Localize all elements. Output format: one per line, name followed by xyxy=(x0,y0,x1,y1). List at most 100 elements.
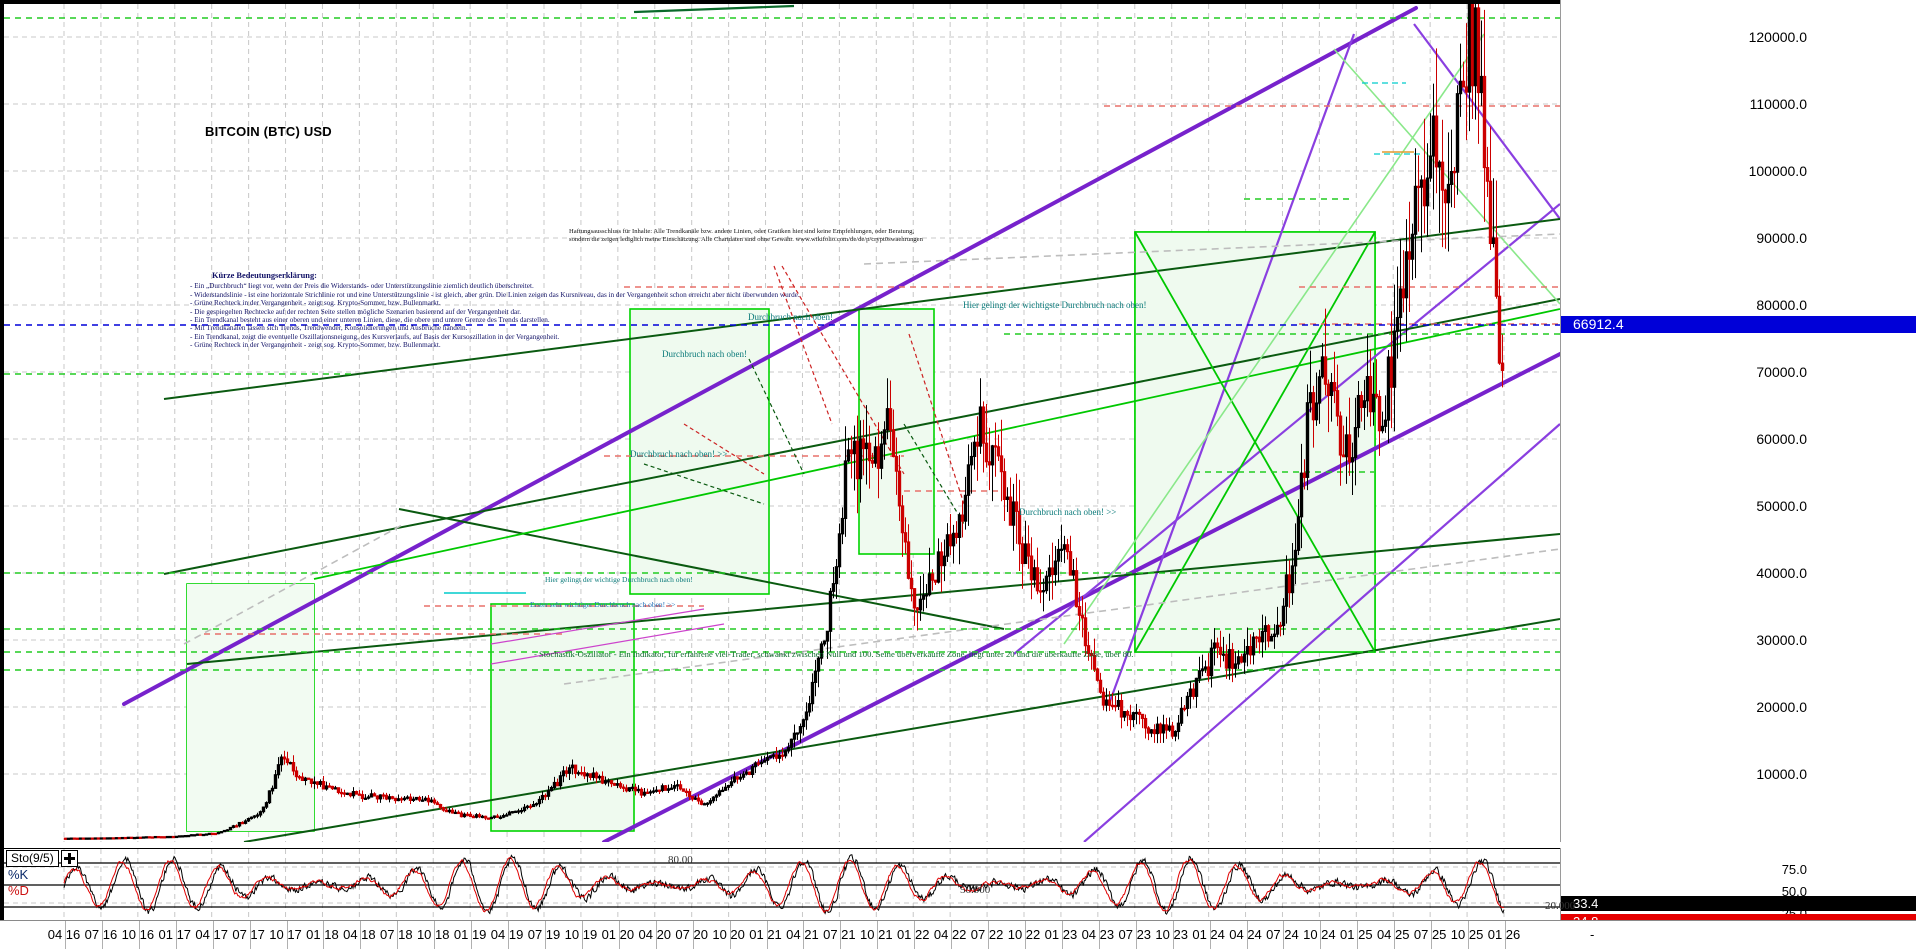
annotation-breakout-2: Durchbruch nach oben! xyxy=(662,349,747,359)
date-tick-10-25: 10 25 xyxy=(1450,927,1484,942)
date-tick-01-20: 01 20 xyxy=(601,927,635,942)
date-tick-divider xyxy=(138,921,140,949)
date-tick-divider xyxy=(286,921,288,949)
date-tick-04-16: 04 16 xyxy=(47,927,81,942)
date-tick-divider xyxy=(1283,921,1285,949)
date-tick-10-19: 10 19 xyxy=(564,927,598,942)
indicator-k-label: %K xyxy=(8,867,29,882)
y-tick-40000: 40000.0 xyxy=(1756,565,1807,581)
disclaimer-text: Haftungsausschluss für Inhalte: Alle Tre… xyxy=(569,228,923,243)
date-tick-04-18: 04 18 xyxy=(343,927,376,942)
date-tick-10-23: 10 23 xyxy=(1155,927,1188,942)
annotation-major-breakout: Hier gelingt der wichtigste Durchbruch n… xyxy=(963,300,1147,310)
ind-tick-50: 50.0 xyxy=(1781,884,1807,899)
date-tick-07-25: 07 25 xyxy=(1413,927,1447,942)
annotation-breakout-4: Durchbruch nach oben! >> xyxy=(1019,507,1117,517)
date-tick-01-18: 01 18 xyxy=(306,927,339,942)
date-tick-04-23: 04 23 xyxy=(1081,927,1115,942)
date-tick-10-20: 10 20 xyxy=(712,927,745,942)
indicator-name-label[interactable]: Sto(9/5) xyxy=(6,850,59,867)
annotation-breakout-3: Durchbruch nach oben! >> xyxy=(630,449,728,459)
date-tick-divider xyxy=(1098,921,1100,949)
left-border xyxy=(0,0,4,948)
expand-indicator-button[interactable] xyxy=(61,850,78,867)
legend-line-1: - Widerstandslinie - ist eine horizontal… xyxy=(190,290,800,299)
date-tick-divider xyxy=(101,921,103,949)
y-tick-60000: 60000.0 xyxy=(1756,431,1807,447)
date-tick-divider xyxy=(951,921,953,949)
date-tick-divider xyxy=(1320,921,1322,949)
date-tick-divider xyxy=(692,921,694,949)
stochastic-axis[interactable]: 75.0 50.0 25.0 33.4 24.8 xyxy=(1560,848,1916,929)
date-tick-04-25: 04 25 xyxy=(1376,927,1410,942)
date-tick-07-24: 07 24 xyxy=(1266,927,1299,942)
legend-line-6: - Ein Trendkanal, zeigt die eventuelle O… xyxy=(190,332,560,341)
y-tick-70000: 70000.0 xyxy=(1756,364,1807,380)
date-tick-divider xyxy=(397,921,399,949)
stochastic-indicator-panel[interactable]: Sto(9/5) %K %D xyxy=(4,848,1560,921)
disclaimer-line-1: sondern die zeigen lediglich meine Einsc… xyxy=(569,235,923,243)
date-tick-divider xyxy=(545,921,546,949)
date-tick-07-20: 07 20 xyxy=(675,927,708,942)
date-tick-divider xyxy=(1505,921,1506,949)
date-tick-10-18: 10 18 xyxy=(416,927,450,942)
price-chart-panel[interactable]: BITCOIN (BTC) USD Haftungsausschluss für… xyxy=(4,4,1560,842)
date-tick-07-16: 07 16 xyxy=(84,927,118,942)
current-price-badge: 66912.4 xyxy=(1561,316,1916,333)
date-tick-01-21: 01 21 xyxy=(749,927,782,942)
y-tick-50000: 50000.0 xyxy=(1756,498,1807,514)
annotation-important-breakout: Hier gelingt der wichtige Durchbruch nac… xyxy=(545,575,693,584)
date-tick-07-23: 07 23 xyxy=(1118,927,1152,942)
indicator-level-20: 20.000 xyxy=(1545,900,1576,912)
date-tick-10-21: 10 21 xyxy=(860,927,893,942)
date-tick-01-19: 01 19 xyxy=(453,927,487,942)
date-tick-04-21: 04 21 xyxy=(786,927,819,942)
date-tick-04-17: 04 17 xyxy=(195,927,228,942)
date-tick-divider xyxy=(581,921,583,949)
date-tick-divider xyxy=(655,921,657,949)
y-tick-110000: 110000.0 xyxy=(1749,96,1807,112)
legend-line-5: - Mit Trendkanälen lassen sich Trends, T… xyxy=(190,324,468,333)
date-tick-07-19: 07 19 xyxy=(527,927,561,942)
date-tick-divider xyxy=(1061,921,1063,949)
date-tick-divider xyxy=(618,921,620,949)
date-tick-04-20: 04 20 xyxy=(638,927,672,942)
legend-line-2: - Grüne Rechteck in der Vergangenheit - … xyxy=(190,299,441,308)
price-chart-canvas xyxy=(4,4,1560,842)
y-tick-20000: 20000.0 xyxy=(1756,699,1807,715)
indicator-d-label: %D xyxy=(8,883,29,898)
date-tick-divider xyxy=(434,921,436,949)
indicator-level-80: 80.00 xyxy=(668,854,693,866)
date-tick-divider xyxy=(249,921,251,949)
date-tick-divider xyxy=(212,921,214,949)
date-tick-07-18: 07 18 xyxy=(380,927,413,942)
ind-value-k: 33.4 xyxy=(1561,896,1916,911)
date-tick-divider xyxy=(1246,921,1248,949)
date-tick-divider xyxy=(1135,921,1137,949)
y-tick-80000: 80000.0 xyxy=(1756,297,1807,313)
date-tick-10-22: 10 22 xyxy=(1007,927,1041,942)
date-tick-divider xyxy=(729,921,731,949)
date-tick-01-17: 01 17 xyxy=(158,927,192,942)
date-tick-divider xyxy=(1431,921,1433,949)
y-tick-120000: 120000.0 xyxy=(1748,29,1807,45)
date-axis[interactable]: 04 16 07 16 10 16 01 17 04 17 07 17 10 17 01 18… xyxy=(0,920,1916,949)
date-tick-divider xyxy=(1209,921,1211,949)
legend-explanation-panel: Kürze Bedeutungserklärung: - Ein „Durchb… xyxy=(190,271,800,350)
date-tick-10-24: 10 24 xyxy=(1303,927,1336,942)
date-tick-07-17: 07 17 xyxy=(232,927,265,942)
date-tick-01-25: 01 25 xyxy=(1340,927,1373,942)
y-tick-100000: 100000.0 xyxy=(1748,163,1807,179)
annotation-breakout-1: Durchbruch nach oben! xyxy=(748,312,833,322)
price-axis[interactable]: 120000.0 110000.0 100000.0 90000.0 80000… xyxy=(1560,0,1916,842)
legend-line-3: - Die gespiegelten Rechtecke auf der rec… xyxy=(190,307,522,316)
date-tick-04-19: 04 19 xyxy=(490,927,524,942)
date-tick-divider xyxy=(323,921,325,949)
top-border xyxy=(0,0,1916,4)
chart-title: BITCOIN (BTC) USD xyxy=(205,124,332,139)
date-tick-10-16: 10 16 xyxy=(121,927,155,942)
date-tick-04-24: 04 24 xyxy=(1229,927,1262,942)
date-tick-divider xyxy=(803,921,805,949)
date-axis-empty: - xyxy=(1590,927,1595,942)
